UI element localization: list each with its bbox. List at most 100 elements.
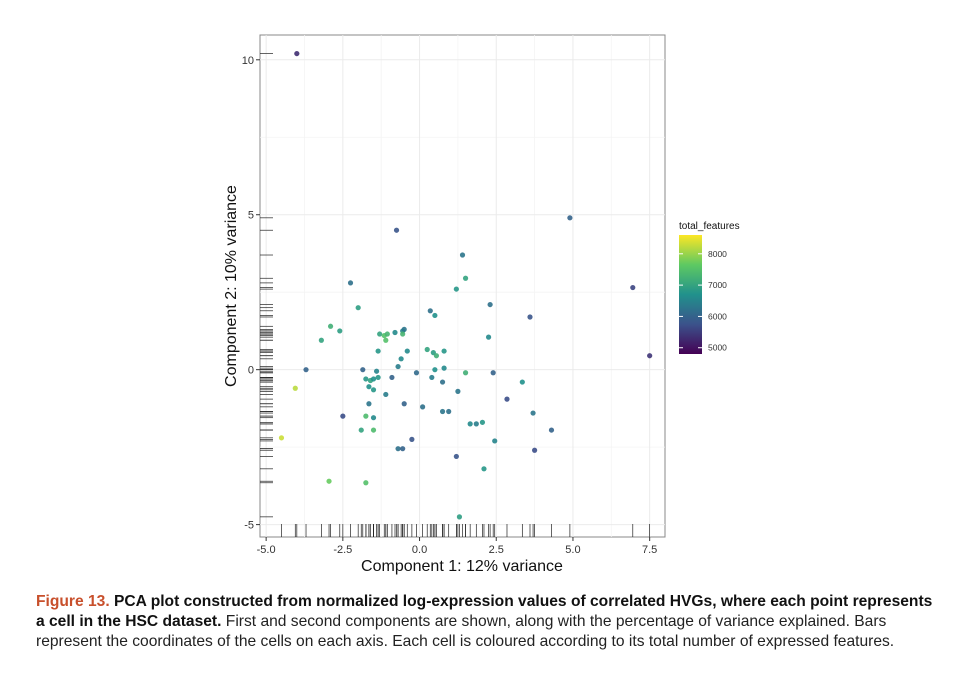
x-axis-title: Component 1: 12% variance [361, 558, 563, 575]
data-point [366, 401, 372, 407]
legend-tick-label: 5000 [708, 343, 727, 353]
data-point [360, 367, 366, 373]
legend-ticks: 8000 7000 6000 5000 [679, 249, 727, 353]
x-tick-label: 5.0 [565, 544, 580, 556]
data-point [363, 480, 369, 486]
data-point [389, 374, 395, 381]
data-point [393, 227, 400, 233]
data-point [294, 50, 300, 57]
data-point [432, 312, 438, 319]
data-point [337, 328, 343, 334]
legend-title: total_features [679, 221, 740, 232]
x-tick-label: -2.5 [333, 544, 352, 556]
data-point [409, 436, 415, 442]
data-point [340, 413, 346, 419]
data-point [479, 419, 486, 425]
data-point [401, 326, 407, 332]
data-point [383, 337, 389, 343]
legend-colorbar [679, 235, 702, 354]
data-point [446, 408, 452, 415]
data-point [504, 396, 510, 402]
y-tick-label: 5 [248, 210, 254, 222]
data-point [492, 438, 498, 444]
data-point [429, 374, 435, 381]
data-point [456, 514, 463, 520]
data-point [375, 348, 381, 354]
data-point [373, 368, 380, 374]
data-point [441, 365, 447, 371]
data-point [473, 421, 479, 427]
data-point [548, 427, 555, 433]
data-point [395, 446, 401, 452]
data-point [404, 348, 410, 354]
caption-label: Figure 13. [36, 593, 110, 610]
data-point [490, 370, 496, 376]
x-tick-label: 0.0 [412, 544, 427, 556]
data-point [467, 421, 473, 427]
data-point [401, 401, 407, 407]
data-point [433, 353, 440, 359]
data-point [462, 275, 469, 281]
data-point [532, 447, 538, 453]
data-point [567, 215, 573, 221]
data-point [400, 446, 406, 452]
y-tick-label: 10 [242, 55, 254, 67]
data-point [530, 410, 536, 416]
gridlines [260, 35, 665, 537]
data-point [292, 385, 298, 391]
data-point [384, 331, 390, 337]
data-point [487, 301, 493, 308]
y-axis-ticks: -5 0 5 10 [242, 55, 260, 532]
data-point [278, 435, 285, 441]
data-point [370, 427, 377, 433]
data-point [326, 478, 332, 484]
data-point [358, 427, 364, 433]
data-point [327, 323, 334, 329]
data-point [363, 376, 369, 382]
data-point [370, 376, 377, 382]
data-point [355, 305, 361, 311]
data-point [303, 367, 309, 373]
legend-tick-label: 8000 [708, 249, 727, 259]
data-point [370, 415, 377, 421]
data-point [370, 387, 377, 393]
data-point [432, 367, 438, 373]
data-point [398, 356, 404, 362]
y-tick-label: 0 [248, 365, 254, 377]
data-point [377, 331, 383, 337]
data-point [439, 408, 446, 415]
data-point [395, 363, 401, 370]
y-axis-title: Component 2: 10% variance [223, 185, 240, 387]
data-point [347, 280, 354, 286]
data-point [647, 353, 653, 359]
data-point [459, 252, 466, 258]
data-points [278, 50, 653, 520]
legend-tick-label: 7000 [708, 280, 727, 290]
x-tick-label: -5.0 [257, 544, 276, 556]
figure-caption: Figure 13. PCA plot constructed from nor… [36, 592, 940, 652]
data-point [441, 348, 447, 354]
data-point [630, 284, 636, 291]
x-tick-label: 2.5 [489, 544, 504, 556]
data-point [462, 370, 469, 376]
pca-figure: -5.0 -2.5 0.0 2.5 5.0 7.5 -5 0 5 10 Component 1:… [223, 34, 740, 575]
data-point [453, 453, 459, 460]
legend-tick-label: 6000 [708, 311, 727, 321]
data-point [453, 286, 459, 292]
data-point [424, 346, 430, 353]
caption-title: PCA plot constructed from normalized log… [36, 593, 933, 630]
data-point [527, 314, 533, 320]
data-point [375, 374, 381, 381]
data-point [455, 388, 461, 394]
x-tick-label: 7.5 [642, 544, 657, 556]
y-tick-label: -5 [244, 520, 254, 532]
rug-marks [260, 53, 651, 537]
data-point [439, 379, 446, 385]
data-point [413, 370, 420, 376]
data-point [519, 379, 525, 385]
plot-panel [259, 34, 666, 538]
data-point [400, 331, 406, 337]
data-point [427, 308, 433, 314]
data-point [366, 384, 372, 390]
data-point [420, 404, 426, 410]
